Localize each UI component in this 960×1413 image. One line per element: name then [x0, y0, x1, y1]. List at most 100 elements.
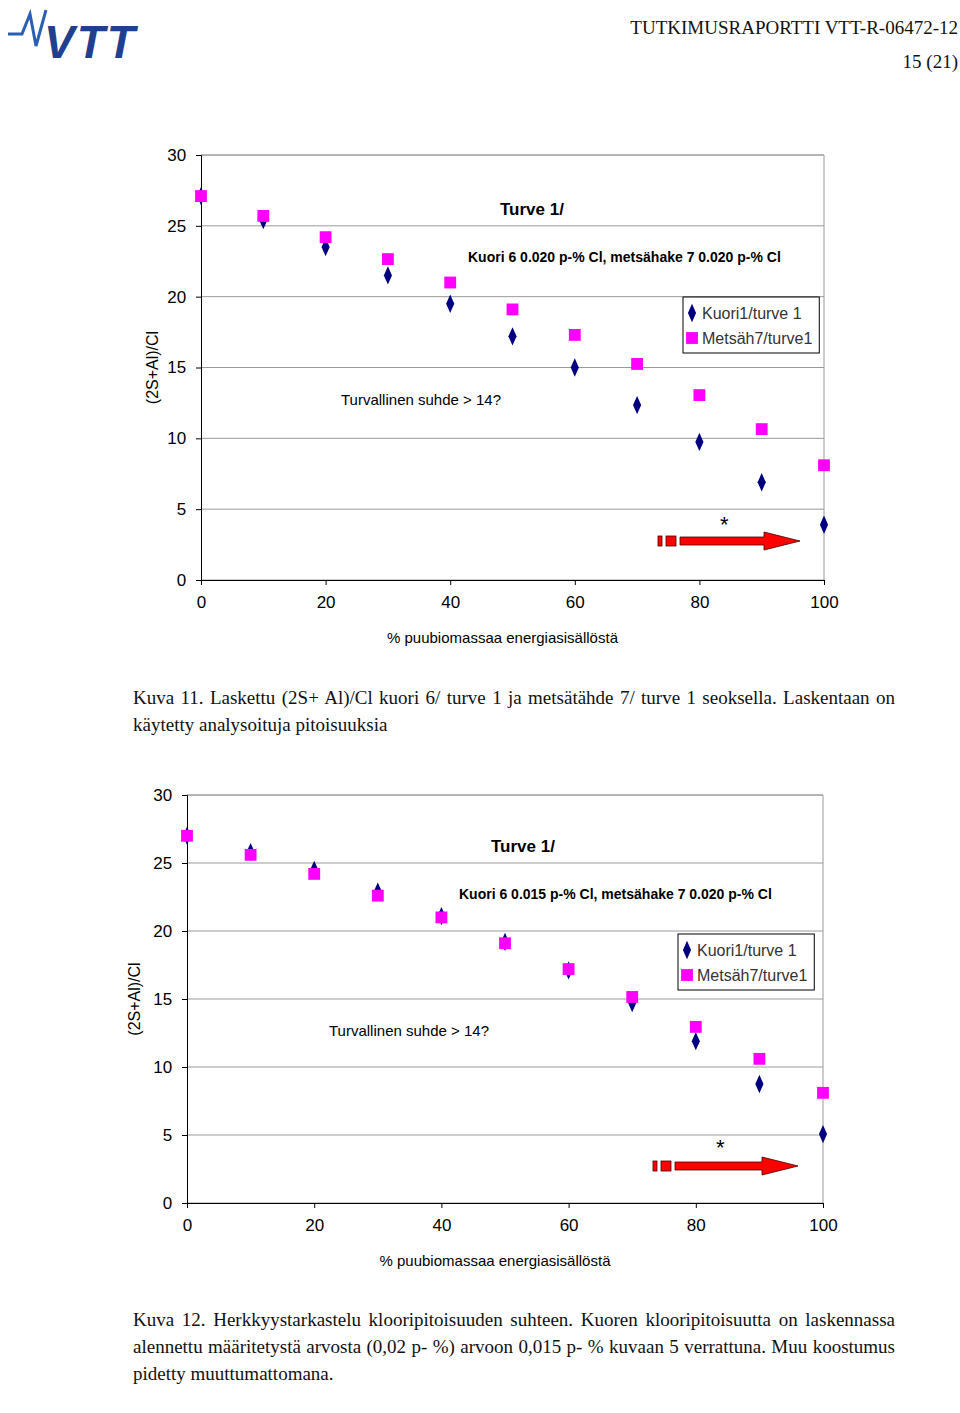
x-tick-label: 40 [432, 1216, 451, 1235]
x-tick-label: 0 [197, 593, 206, 612]
point [756, 423, 768, 435]
y-tick-label: 20 [153, 922, 172, 941]
y-tick-label: 5 [163, 1126, 172, 1145]
y-tick-mark [182, 931, 187, 932]
grid-line [187, 1135, 823, 1136]
point [693, 389, 705, 401]
point [818, 459, 830, 471]
y-tick: 0 [163, 1194, 187, 1213]
x-tick: 0 [197, 580, 206, 612]
logo: VTT [44, 16, 139, 68]
x-tick: 20 [317, 580, 336, 612]
x-tick-label: 20 [317, 593, 336, 612]
series [197, 187, 828, 534]
chart: 020406080100051015202530% puubiomassaa e… [144, 146, 839, 646]
grid-line [187, 863, 823, 864]
point [372, 890, 384, 902]
x-tick-label: 100 [810, 593, 838, 612]
plot-frame [187, 795, 823, 1203]
x-axis: 0 20 40 60 80 100 [183, 1203, 838, 1235]
y-tick: 15 [167, 358, 201, 377]
y-tick: 10 [167, 429, 201, 448]
y-tick: 5 [163, 1126, 187, 1145]
point [257, 210, 269, 222]
y-tick-mark [196, 155, 201, 156]
x-tick: 60 [566, 580, 585, 612]
arrow-block [658, 536, 662, 546]
x-tick-mark [441, 1203, 442, 1208]
legend-label: Metsäh7/turve1 [702, 330, 812, 347]
y-tick-mark [196, 368, 201, 369]
point [444, 277, 456, 289]
point [753, 1053, 765, 1065]
x-tick-mark [699, 580, 700, 585]
y-tick: 10 [153, 1058, 187, 1077]
chart-subtitle: Kuori 6 0.020 p-% Cl, metsähake 7 0.020 … [468, 249, 781, 265]
y-tick-mark [182, 1067, 187, 1068]
x-tick-label: 60 [560, 1216, 579, 1235]
arrow-decoration [658, 532, 800, 550]
legend-label: Metsäh7/turve1 [697, 967, 807, 984]
annotation: Turvallinen suhde > 14? [341, 391, 501, 408]
y-tick-mark [182, 1203, 187, 1204]
arrow-decoration [653, 1157, 798, 1175]
point [571, 358, 579, 376]
x-tick: 0 [183, 1203, 192, 1235]
y-tick-label: 15 [153, 990, 172, 1009]
x-tick: 80 [690, 580, 709, 612]
x-tick-label: 20 [305, 1216, 324, 1235]
y-tick-mark [182, 999, 187, 1000]
y-tick: 30 [167, 146, 201, 165]
chart-title: Turve 1/ [500, 200, 564, 219]
annotation: * [716, 1135, 725, 1160]
y-tick-mark [182, 863, 187, 864]
x-tick: 20 [305, 1203, 324, 1235]
logo-swoosh [8, 10, 46, 46]
point [758, 473, 766, 491]
point [817, 1087, 829, 1099]
y-tick-label: 5 [177, 500, 186, 519]
plot-marks [181, 827, 829, 1144]
y-axis-title: (2S+Al)/Cl [144, 331, 161, 404]
y-tick-mark [182, 795, 187, 796]
annotation: Turvallinen suhde > 14? [329, 1022, 489, 1039]
point [569, 329, 581, 341]
y-tick-label: 10 [167, 429, 186, 448]
legend-marker [681, 969, 693, 981]
point [692, 1032, 700, 1050]
x-tick-mark [696, 1203, 697, 1208]
legend: Kuori1/turve 1Metsäh7/turve1 [678, 934, 814, 990]
arrow-block [653, 1161, 657, 1171]
legend-label: Kuori1/turve 1 [702, 305, 802, 322]
arrow-block [661, 1161, 671, 1171]
y-axis: 051015202530 [153, 786, 187, 1213]
report-id: TUTKIMUSRAPORTTI VTT-R-06472-12 [630, 17, 958, 38]
x-tick-label: 80 [687, 1216, 706, 1235]
y-tick-label: 0 [163, 1194, 172, 1213]
grid-line [201, 225, 824, 226]
grid [187, 795, 823, 1203]
x-tick-label: 40 [441, 593, 460, 612]
point [626, 991, 638, 1003]
x-tick: 100 [809, 1203, 837, 1235]
legend-marker [686, 332, 698, 344]
x-axis-line [188, 1204, 824, 1209]
x-tick: 60 [560, 1203, 579, 1235]
y-tick: 25 [153, 854, 187, 873]
grid-line [187, 999, 823, 1000]
point [245, 849, 257, 861]
series [183, 827, 827, 1144]
y-tick-label: 15 [167, 358, 186, 377]
y-axis-line [182, 796, 188, 1204]
y-tick-label: 10 [153, 1058, 172, 1077]
point [384, 266, 392, 284]
x-tick: 40 [441, 580, 460, 612]
plot-marks [195, 187, 830, 534]
y-tick-label: 0 [177, 571, 186, 590]
point [755, 1075, 763, 1093]
x-tick: 40 [432, 1203, 451, 1235]
arrow-block [666, 536, 676, 546]
grid [201, 155, 824, 580]
y-tick-mark [196, 226, 201, 227]
x-axis-title: % puubiomassaa energiasisällöstä [380, 1252, 612, 1269]
